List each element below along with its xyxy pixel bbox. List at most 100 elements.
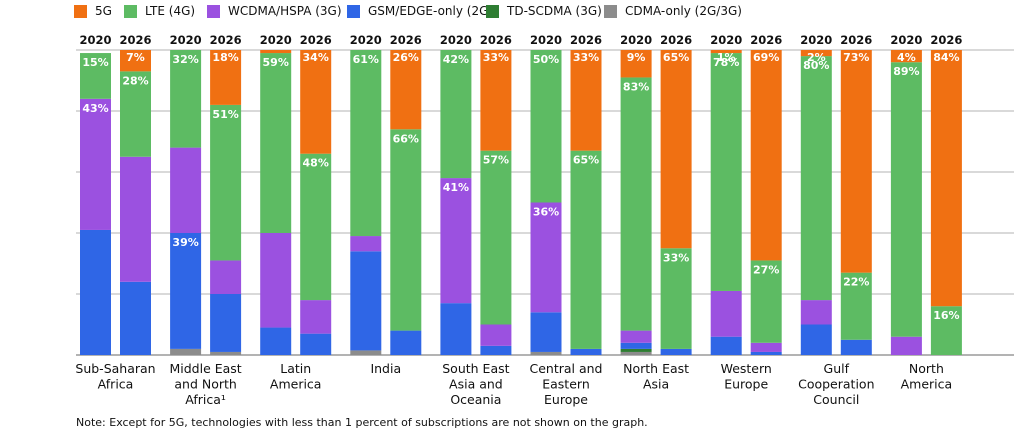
year-label: 2026 [300, 33, 332, 47]
region-label: India [370, 361, 401, 376]
data-label: 69% [753, 51, 779, 64]
bar-segment [170, 348, 202, 355]
bar-segment [480, 50, 512, 151]
region-label: America [901, 377, 953, 392]
legend-item: LTE (4G) [124, 3, 195, 19]
legend-label: WCDMA/HSPA (3G) [228, 4, 342, 18]
region-label: Middle East [169, 361, 241, 376]
bar-segment [800, 50, 832, 57]
data-label: 15% [82, 56, 108, 69]
year-label: 2026 [119, 33, 151, 47]
region-label: Africa¹ [185, 392, 226, 407]
bar-segment [120, 50, 151, 72]
region-label: Sub-Saharan [75, 361, 155, 376]
bar-segment [440, 178, 472, 304]
bar-segment [620, 342, 652, 349]
bar-segment [260, 50, 292, 54]
chart-note: Note: Except for 5G, technologies with l… [76, 416, 648, 429]
data-label: 26% [393, 51, 419, 64]
bar-segment [570, 150, 602, 349]
data-label: 33% [573, 51, 599, 64]
data-label: 65% [573, 154, 599, 167]
year-label: 2026 [210, 33, 242, 47]
year-label: 2026 [480, 33, 512, 47]
legend-label: 5G [95, 4, 112, 18]
bar-segment [930, 50, 962, 307]
legend-label: TD-SCDMA (3G) [507, 4, 602, 18]
data-label: 65% [663, 51, 689, 64]
region-label: and North [174, 377, 236, 392]
legend-swatch [124, 4, 137, 18]
bar-segment [750, 342, 782, 352]
data-label: 42% [443, 53, 469, 66]
bar-segment [840, 272, 872, 340]
bar-segment [80, 53, 111, 99]
bar-segment [710, 290, 742, 337]
bar-segment [530, 50, 562, 203]
bar-segment [840, 50, 872, 273]
bar-segment [750, 50, 782, 261]
bar-segment [210, 260, 242, 294]
region-label: Oceania [450, 392, 501, 407]
region-label: Asia and [449, 377, 503, 392]
bar-segment [80, 98, 111, 230]
data-label: 59% [263, 56, 289, 69]
year-label: 2020 [170, 33, 202, 47]
year-label: 2020 [350, 33, 382, 47]
bar-segment [620, 348, 652, 352]
bar-segment [260, 233, 292, 328]
bar-segment [530, 312, 562, 352]
bar-segment [800, 56, 832, 301]
bar-segment [120, 281, 151, 355]
bar-segment [210, 104, 242, 261]
data-label: 84% [933, 51, 959, 64]
bar-segment [210, 50, 242, 105]
year-label: 2020 [620, 33, 652, 47]
data-label: 43% [82, 102, 108, 115]
region-label: North [909, 361, 944, 376]
bar-segment [750, 351, 782, 355]
data-label: 1% [717, 51, 736, 64]
year-label: 2020 [890, 33, 922, 47]
year-label: 2020 [800, 33, 832, 47]
bar-segment [530, 202, 562, 313]
region-label: Asia [643, 377, 669, 392]
bar-segment [390, 50, 422, 130]
region-label: Council [813, 392, 859, 407]
year-label: 2026 [750, 33, 782, 47]
legend-label: GSM/EDGE-only (2G) [368, 4, 494, 18]
bar-segment [300, 50, 332, 154]
year-label: 2020 [530, 33, 562, 47]
bar-segment [440, 50, 472, 179]
legend-label: CDMA-only (2G/3G) [625, 4, 742, 18]
region-label: Central and [529, 361, 602, 376]
legend-item: CDMA-only (2G/3G) [604, 3, 742, 19]
region-label: North East [623, 361, 689, 376]
data-label: 32% [172, 53, 198, 66]
bar-segment [620, 330, 652, 343]
bar-segment [890, 62, 922, 337]
year-label: 2026 [570, 33, 602, 47]
data-label: 41% [443, 181, 469, 194]
region-label: South East [442, 361, 509, 376]
bar-segment [170, 147, 202, 233]
data-label: 48% [303, 157, 329, 170]
legend-item: WCDMA/HSPA (3G) [207, 3, 342, 19]
year-label: 2020 [710, 33, 742, 47]
data-label: 9% [627, 51, 646, 64]
data-label: 66% [393, 132, 419, 145]
data-label: 83% [623, 80, 649, 93]
bar-segment [620, 351, 652, 355]
year-label: 2026 [840, 33, 872, 47]
legend-swatch [347, 4, 360, 18]
data-label: 57% [483, 154, 509, 167]
bar-segment [480, 150, 512, 325]
bar-segment [660, 348, 692, 355]
region-label: Africa [98, 377, 134, 392]
bar-segment [660, 50, 692, 249]
data-label: 34% [303, 51, 329, 64]
data-label: 39% [172, 236, 198, 249]
bar-segment [710, 336, 742, 355]
data-label: 16% [933, 309, 959, 322]
data-label: 33% [663, 251, 689, 264]
